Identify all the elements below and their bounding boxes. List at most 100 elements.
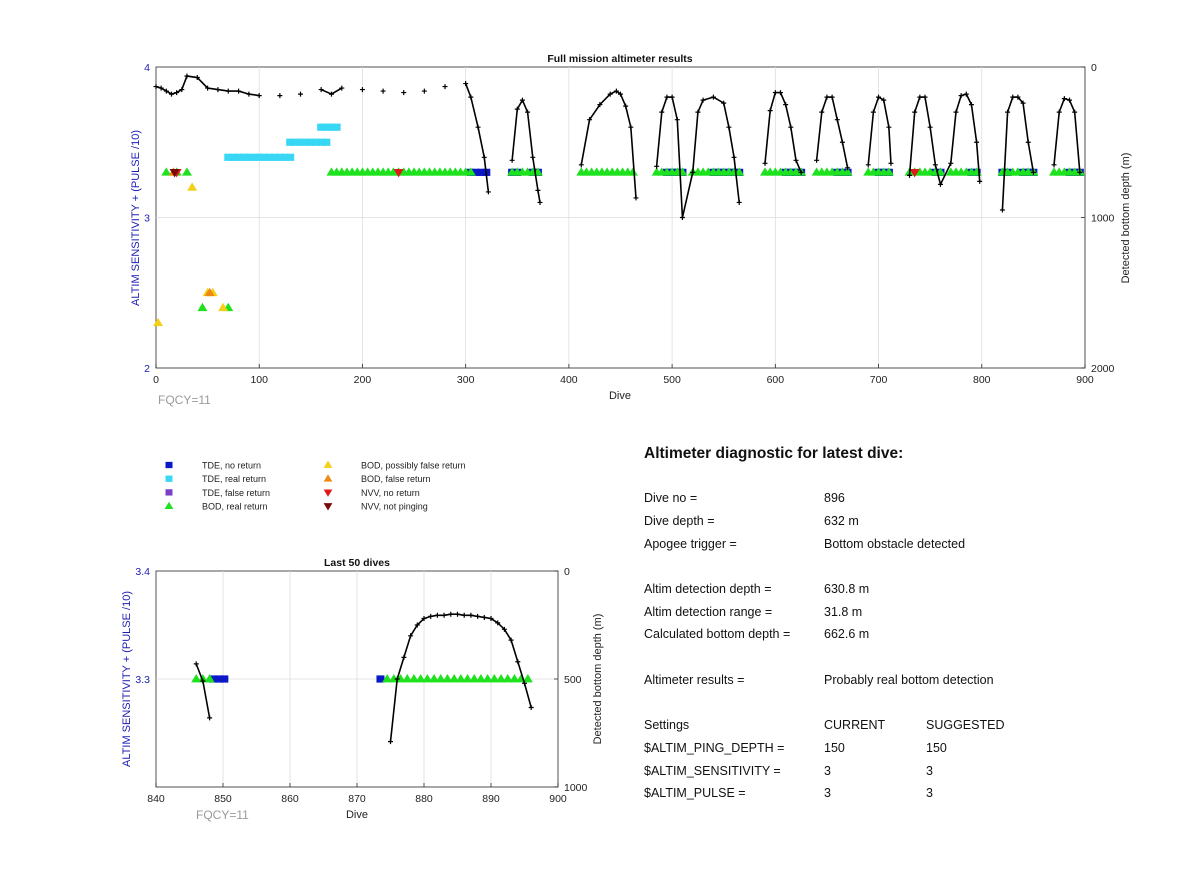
settings-label: Settings [644,718,690,733]
data-marker [250,153,259,161]
bottom-depth-point [977,178,983,184]
y-left-tick-label: 2 [144,363,150,375]
bottom-depth-point [495,620,501,626]
data-marker [376,675,385,683]
data-marker [496,674,507,683]
bottom-depth-point [468,612,474,618]
bottom-depth-point [736,199,742,205]
bottom-depth-point [839,139,845,145]
setting-current: 3 [824,786,831,801]
bottom-depth-point [394,676,400,682]
bottom-depth-point [421,616,427,622]
bottom-depth-point [1020,100,1026,106]
last50-ylabel-left: ALTIM SENSITIVITY + (PULSE /10) [121,591,133,767]
x-tick-label: 0 [153,374,159,386]
legend-label: TDE, real return [202,474,266,484]
settings-header-row: Settings CURRENT SUGGESTED [644,714,1164,737]
data-marker [909,169,920,178]
bottom-depth-point [215,87,221,93]
bottom-depth-point [528,705,534,711]
bottom-depth-point [1010,94,1016,100]
setting-row: $ALTIM_PULSE = 3 3 [644,782,1164,805]
data-marker [627,167,638,176]
bottom-depth-point [1030,169,1036,175]
bottom-depth-point [508,637,514,643]
bottom-depth-point [881,97,887,103]
bottom-depth-point [618,91,623,97]
bottom-depth-point [475,613,481,619]
bottom-depth-point [937,181,943,187]
data-marker [475,674,486,683]
bottom-depth-point [277,93,283,99]
bottom-depth-point [256,93,262,99]
data-marker [204,674,215,683]
bottom-depth-line [867,95,892,165]
altim-depth-label: Altim detection depth = [644,582,772,597]
bottom-depth-point [339,85,345,91]
y-left-tick-label: 3.4 [135,566,150,578]
y-right-tick-label: 2000 [1091,363,1115,375]
bottom-depth-line [389,613,532,742]
bottom-depth-point [633,195,639,201]
data-marker [161,167,172,176]
bottom-depth-point [679,215,685,220]
legend-label: TDE, no return [202,461,261,471]
x-tick-label: 200 [354,374,372,386]
data-marker [322,138,331,146]
y-right-tick-label: 1000 [1091,213,1115,225]
bottom-depth-point [974,139,980,145]
y-right-tick-label: 0 [1091,62,1097,74]
bottom-depth-point [168,91,174,97]
calc-depth-label: Calculated bottom depth = [644,627,791,642]
bottom-depth-point [535,187,541,193]
bottom-depth-point [481,154,487,160]
data-marker [187,182,198,191]
bottom-depth-point [772,90,778,96]
y-left-tick-label: 4 [144,62,150,74]
legend: TDE, no return TDE, real return TDE, false… [164,461,466,512]
data-marker [489,674,500,683]
bottom-depth-point [428,613,434,619]
bottom-depth-point [726,124,732,130]
altim-range-label: Altim detection range = [644,604,773,619]
bottom-depth-point [958,93,964,99]
bottom-depth-point [695,109,701,115]
apogee-value: Bottom obstacle detected [824,536,966,551]
bottom-depth-point [225,88,231,94]
bottom-depth-point [963,91,969,97]
bottom-depth-point [530,154,536,160]
altim-depth-value: 630.8 m [824,582,870,597]
bottom-depth-point [380,88,386,94]
data-marker [311,138,320,146]
bottom-depth-point [659,109,665,115]
bottom-depth-point [461,612,467,618]
main-ylabel-right: Detected bottom depth (m) [1120,153,1132,284]
bottom-depth-point [200,678,206,684]
dive-depth-value: 632 m [824,514,859,529]
data-marker [265,153,274,161]
setting-name: $ALTIM_PING_DEPTH = [644,740,785,755]
setting-row: $ALTIM_PING_DEPTH = 150 150 [644,737,1164,760]
bottom-depth-line [1053,97,1081,173]
last50-chart-title: Last 50 dives [324,557,390,569]
diagnostic-title: Altimeter diagnostic for latest dive: [644,445,904,462]
calc-depth-row: Calculated bottom depth = 662.6 m [644,623,1164,646]
bottom-depth-point [193,661,199,667]
bottom-depth-point [623,103,629,109]
data-marker [169,169,180,178]
bottom-depth-point [236,88,242,94]
legend-label: BOD, false return [361,474,431,484]
bottom-depth-point [519,97,525,103]
bottom-depth-point [318,87,324,93]
bottom-depth-point [514,106,520,112]
bottom-depth-point [907,172,913,178]
altim-range-value: 31.8 m [824,604,863,619]
bottom-depth-point [628,124,634,130]
bottom-depth-point [912,109,918,115]
data-marker [522,674,533,683]
data-marker [234,153,243,161]
results-value: Probably real bottom detection [824,672,994,687]
data-marker [402,674,413,683]
bottom-depth-point [525,109,531,115]
altim-range-row: Altim detection range = 31.8 m [644,600,1164,623]
